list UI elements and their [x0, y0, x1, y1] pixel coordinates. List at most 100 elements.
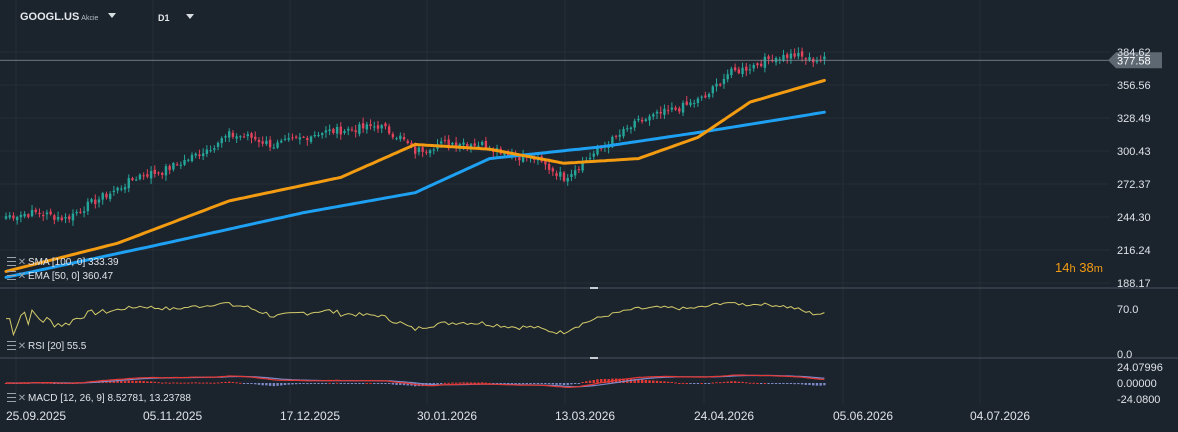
macd-histogram-bar — [670, 381, 674, 383]
candle-body — [30, 209, 34, 217]
macd-histogram-bar — [648, 380, 651, 383]
candle-body — [611, 136, 614, 148]
macd-histogram-bar — [633, 378, 636, 383]
candle-body — [131, 178, 134, 181]
candle-body — [138, 174, 142, 180]
candle-body — [79, 211, 82, 213]
macd-histogram-bar — [666, 381, 670, 383]
macd-histogram-bar — [164, 382, 168, 384]
macd-tick-label: 24.07996 — [1117, 362, 1163, 374]
candle-body — [622, 128, 625, 137]
macd-histogram-bar — [663, 381, 666, 383]
candle-body — [421, 147, 424, 152]
candle-body — [4, 216, 8, 219]
candle-body — [715, 83, 718, 87]
candle-body — [142, 175, 145, 177]
macd-histogram-bar — [819, 383, 822, 386]
macd-histogram-bar — [607, 379, 610, 383]
axes: 384.62 356.56 328.49 300.43 272.37 244.30 216.… — [0, 47, 1163, 423]
macd-histogram-bar — [395, 383, 398, 385]
rsi-tick-label: 70.0 — [1117, 304, 1138, 316]
close-icon[interactable]: ✕ — [17, 257, 27, 268]
macd-histogram-bar — [350, 383, 354, 384]
macd-histogram-bar — [570, 383, 573, 385]
candle-body — [116, 187, 119, 191]
panel-resize-handle[interactable] — [590, 357, 598, 359]
macd-histogram-bar — [529, 383, 532, 384]
macd-histogram-bar — [588, 380, 592, 383]
candle-body — [707, 93, 711, 98]
macd-histogram-bar — [287, 383, 290, 385]
macd-histogram-bar — [108, 380, 112, 383]
candle-body — [287, 138, 290, 140]
macd-histogram-bar — [462, 382, 465, 384]
candle-body — [194, 153, 197, 156]
settings-list-icon[interactable] — [7, 271, 16, 280]
current-price-tag — [1108, 52, 1162, 69]
symbol-selector[interactable]: GOOGL.US Akcie — [20, 11, 117, 23]
close-icon[interactable]: ✕ — [17, 393, 27, 404]
candle-body — [153, 169, 156, 174]
candle-body — [778, 59, 781, 61]
settings-list-icon[interactable] — [7, 341, 16, 350]
candle-body — [737, 69, 741, 74]
macd-histogram-bar — [510, 383, 514, 384]
macd-histogram-bar — [198, 382, 201, 384]
macd-histogram-bar — [786, 383, 789, 384]
macd-histogram-bar — [116, 380, 119, 383]
date-tick-label: 24.04.2026 — [694, 409, 754, 423]
candle-body — [179, 164, 183, 166]
candle-body — [414, 146, 417, 154]
close-icon[interactable]: ✕ — [17, 341, 27, 352]
macd-histogram-bar — [759, 383, 763, 384]
close-icon[interactable]: ✕ — [17, 271, 27, 282]
candle-body — [228, 131, 231, 138]
candle-body — [328, 129, 331, 132]
macd-histogram-bar — [343, 383, 346, 384]
settings-list-icon[interactable] — [7, 393, 16, 402]
macd-histogram-bar — [722, 381, 726, 383]
candle-body — [521, 154, 525, 162]
macd-histogram-bar — [168, 382, 171, 384]
candle-body — [309, 136, 313, 142]
macd-histogram-bar — [525, 383, 528, 384]
macd-histogram-bar — [280, 383, 283, 386]
macd-histogram-bar — [551, 383, 555, 385]
macd-histogram-bar — [659, 381, 662, 383]
macd-histogram-bar — [347, 383, 350, 384]
candle-body — [674, 107, 677, 110]
settings-list-icon[interactable] — [7, 257, 16, 266]
macd-histogram-bar — [209, 382, 212, 384]
macd-histogram-bar — [756, 382, 759, 384]
candle-body — [663, 108, 666, 115]
macd-panel — [4, 374, 826, 389]
macd-histogram-bar — [789, 383, 793, 384]
candle-body — [82, 211, 86, 213]
candle-body — [722, 78, 726, 84]
candle-body — [335, 126, 339, 134]
macd-histogram-bar — [715, 382, 718, 384]
panel-resize-handle[interactable] — [590, 287, 598, 289]
candle-body — [503, 152, 506, 156]
candle-body — [75, 212, 78, 214]
macd-histogram-bar — [49, 382, 52, 384]
candle-body — [280, 140, 283, 143]
candle-body — [730, 68, 733, 76]
macd-histogram-bar — [782, 383, 785, 384]
macd-histogram-bar — [376, 383, 380, 384]
candle-body — [283, 138, 287, 140]
candle-body — [220, 138, 223, 144]
price-tick-label: 272.37 — [1117, 179, 1151, 191]
macd-histogram-bar — [778, 383, 781, 384]
timeframe-selector[interactable]: D1 — [158, 13, 194, 23]
candle-body — [294, 136, 298, 138]
sma-line — [4, 110, 826, 279]
candle-body — [291, 137, 294, 139]
macd-histogram-bar — [261, 383, 264, 386]
macd-histogram-bar — [358, 383, 361, 384]
moving-averages — [4, 78, 826, 279]
macd-histogram-bar — [313, 383, 316, 384]
candle-body — [741, 67, 744, 75]
macd-histogram-bar — [804, 383, 807, 385]
rsi-line — [6, 302, 825, 337]
